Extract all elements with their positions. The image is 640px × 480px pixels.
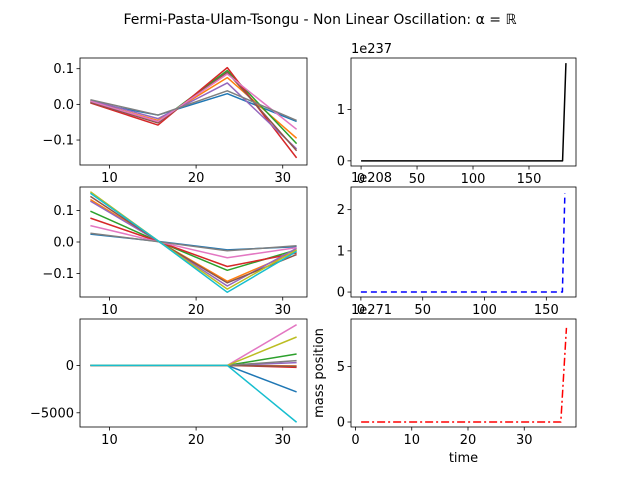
y-tick-label: 5 xyxy=(337,360,345,375)
plot-area-left-bottom xyxy=(90,324,298,423)
x-tick-label: 20 xyxy=(188,303,205,318)
y-tick-label: 0 xyxy=(337,286,345,301)
x-tick-label: 10 xyxy=(101,433,118,448)
series-line-7 xyxy=(90,73,298,130)
axes-frame xyxy=(79,57,308,166)
plot-area-left-top xyxy=(90,66,298,159)
series-line xyxy=(360,193,566,293)
series-line-5 xyxy=(90,82,298,150)
axes-frame xyxy=(350,186,577,298)
x-tick-label: 50 xyxy=(414,303,431,318)
x-tick-label: 30 xyxy=(516,433,533,448)
y-tick-label: 0.1 xyxy=(53,62,74,77)
y-tick-label: 0 xyxy=(66,359,74,374)
y-offset-text: 1e237 xyxy=(351,42,392,57)
series-line xyxy=(361,63,567,162)
x-tick-label: 100 xyxy=(461,172,486,187)
y-tick-label: 0.1 xyxy=(53,204,74,219)
axes-left-bottom: 10 20 30 −5000 0 xyxy=(30,318,308,448)
figure-title: Fermi-Pasta-Ulam-Tsongu - Non Linear Osc… xyxy=(123,12,517,28)
x-tick-label: 20 xyxy=(188,171,205,186)
axes-right-top: 0 50 100 150 0 1 1e237 xyxy=(337,42,577,187)
x-tick-label: 150 xyxy=(534,303,559,318)
x-tick-label: 30 xyxy=(274,171,291,186)
axes-frame xyxy=(350,57,577,167)
series-line-10 xyxy=(90,364,298,423)
x-tick-label: 30 xyxy=(274,433,291,448)
x-tick-label: 0 xyxy=(357,303,365,318)
series-line-10 xyxy=(89,192,297,294)
axes-left-top: 10 20 30 −0.1 0.0 0.1 xyxy=(42,57,308,186)
x-tick-label: 50 xyxy=(409,172,426,187)
series-line-7 xyxy=(90,224,297,259)
y-tick-label: 0 xyxy=(337,416,345,431)
y-tick-label: 1 xyxy=(337,103,345,118)
plot-area-right-middle xyxy=(360,193,566,293)
y-tick-label: 0 xyxy=(337,154,345,169)
series-line-4 xyxy=(90,66,298,159)
plot-area-right-top xyxy=(361,63,567,162)
x-tick-label: 30 xyxy=(274,303,291,318)
x-axis-label: time xyxy=(449,451,478,466)
series-line-8 xyxy=(90,232,297,252)
y-offset-text: 1e271 xyxy=(351,303,392,318)
y-tick-label: 1 xyxy=(337,244,345,259)
plot-area-left-middle xyxy=(89,191,297,294)
x-tick-label: 10 xyxy=(403,433,420,448)
axes-frame xyxy=(79,318,308,428)
y-tick-label: −0.1 xyxy=(42,267,74,282)
series-line-4 xyxy=(90,217,297,268)
x-tick-label: 150 xyxy=(517,172,542,187)
x-tick-label: 100 xyxy=(472,303,497,318)
y-tick-label: −5000 xyxy=(30,406,74,421)
series-line-5 xyxy=(90,200,297,287)
y-tick-label: 0.0 xyxy=(53,236,74,251)
series-line-8 xyxy=(90,90,297,122)
y-tick-label: −0.1 xyxy=(42,134,74,149)
axes-right-bottom: 0 10 20 30 0 5 1e271 time mass position xyxy=(312,303,577,466)
y-axis-label: mass position xyxy=(312,328,327,418)
y-tick-label: 0.0 xyxy=(53,98,74,113)
x-tick-label: 10 xyxy=(101,171,118,186)
x-tick-label: 10 xyxy=(101,303,118,318)
y-tick-label: 2 xyxy=(337,203,345,218)
x-tick-label: 0 xyxy=(357,172,365,187)
axes-right-middle: 0 50 100 150 0 1 2 1e208 xyxy=(337,171,577,318)
plot-area-right-bottom xyxy=(361,327,568,423)
x-tick-label: 0 xyxy=(351,433,359,448)
axes-left-middle: 10 20 30 −0.1 0.0 0.1 xyxy=(42,186,308,318)
series-line xyxy=(361,327,568,423)
x-tick-label: 20 xyxy=(188,433,205,448)
x-tick-label: 20 xyxy=(460,433,477,448)
y-offset-text: 1e208 xyxy=(351,171,392,186)
axes-frame xyxy=(350,318,577,428)
